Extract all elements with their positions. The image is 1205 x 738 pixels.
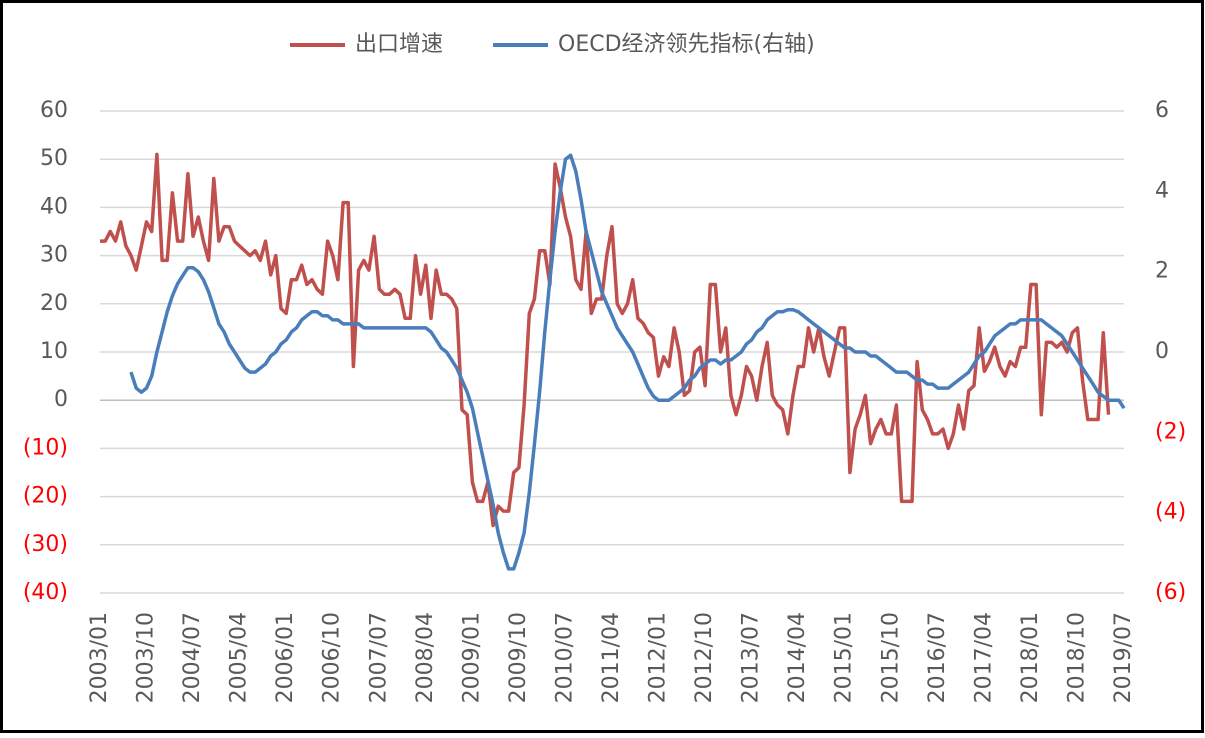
x-tick-label: 2004/07 bbox=[180, 612, 205, 703]
y-tick-label: (20) bbox=[23, 484, 68, 509]
x-tick-label: 2011/04 bbox=[599, 612, 624, 703]
x-tick-label: 2006/10 bbox=[320, 612, 345, 703]
y2-tick-label: (4) bbox=[1155, 500, 1186, 525]
x-tick-label: 2012/10 bbox=[692, 612, 717, 703]
x-tick-label: 2003/01 bbox=[87, 612, 112, 703]
y-tick-label: (40) bbox=[23, 580, 68, 605]
series-line bbox=[129, 153, 1126, 571]
x-tick-label: 2013/07 bbox=[739, 612, 764, 703]
y-tick-label: 60 bbox=[40, 98, 68, 123]
x-tick-label: 2017/04 bbox=[971, 612, 996, 703]
legend-label: OECD经济领先指标(右轴) bbox=[558, 32, 815, 57]
x-tick-label: 2015/10 bbox=[878, 612, 903, 703]
x-tick-label: 2018/10 bbox=[1064, 612, 1089, 703]
y-tick-label: 40 bbox=[40, 194, 68, 219]
y2-tick-label: (6) bbox=[1155, 580, 1186, 605]
y-tick-label: 20 bbox=[40, 291, 68, 316]
legend-label: 出口增速 bbox=[355, 32, 443, 57]
y-tick-label: 30 bbox=[40, 243, 68, 268]
x-tick-label: 2009/10 bbox=[506, 612, 531, 703]
y-tick-label: (30) bbox=[23, 532, 68, 557]
y-tick-label: 10 bbox=[40, 339, 68, 364]
y2-tick-label: 4 bbox=[1155, 178, 1169, 203]
series-line bbox=[100, 152, 1111, 528]
y2-tick-label: (2) bbox=[1155, 419, 1186, 444]
x-tick-label: 2010/07 bbox=[552, 612, 577, 703]
y2-tick-label: 6 bbox=[1155, 98, 1169, 123]
y2-tick-label: 0 bbox=[1155, 339, 1169, 364]
x-tick-label: 2005/04 bbox=[227, 612, 252, 703]
x-tick-label: 2018/01 bbox=[1018, 612, 1043, 703]
x-tick-label: 2016/07 bbox=[925, 612, 950, 703]
x-tick-label: 2012/01 bbox=[646, 612, 671, 703]
x-tick-label: 2006/01 bbox=[273, 612, 298, 703]
x-tick-label: 2008/04 bbox=[413, 612, 438, 703]
y2-tick-label: 2 bbox=[1155, 259, 1169, 284]
y-tick-label: 0 bbox=[54, 387, 68, 412]
x-tick-label: 2019/07 bbox=[1111, 612, 1136, 703]
y-tick-label: (10) bbox=[23, 435, 68, 460]
x-tick-label: 2014/04 bbox=[785, 612, 810, 703]
y-tick-label: 50 bbox=[40, 146, 68, 171]
x-tick-label: 2015/01 bbox=[832, 612, 857, 703]
x-tick-label: 2009/01 bbox=[459, 612, 484, 703]
x-tick-label: 2007/07 bbox=[366, 612, 391, 703]
x-tick-label: 2003/10 bbox=[134, 612, 159, 703]
